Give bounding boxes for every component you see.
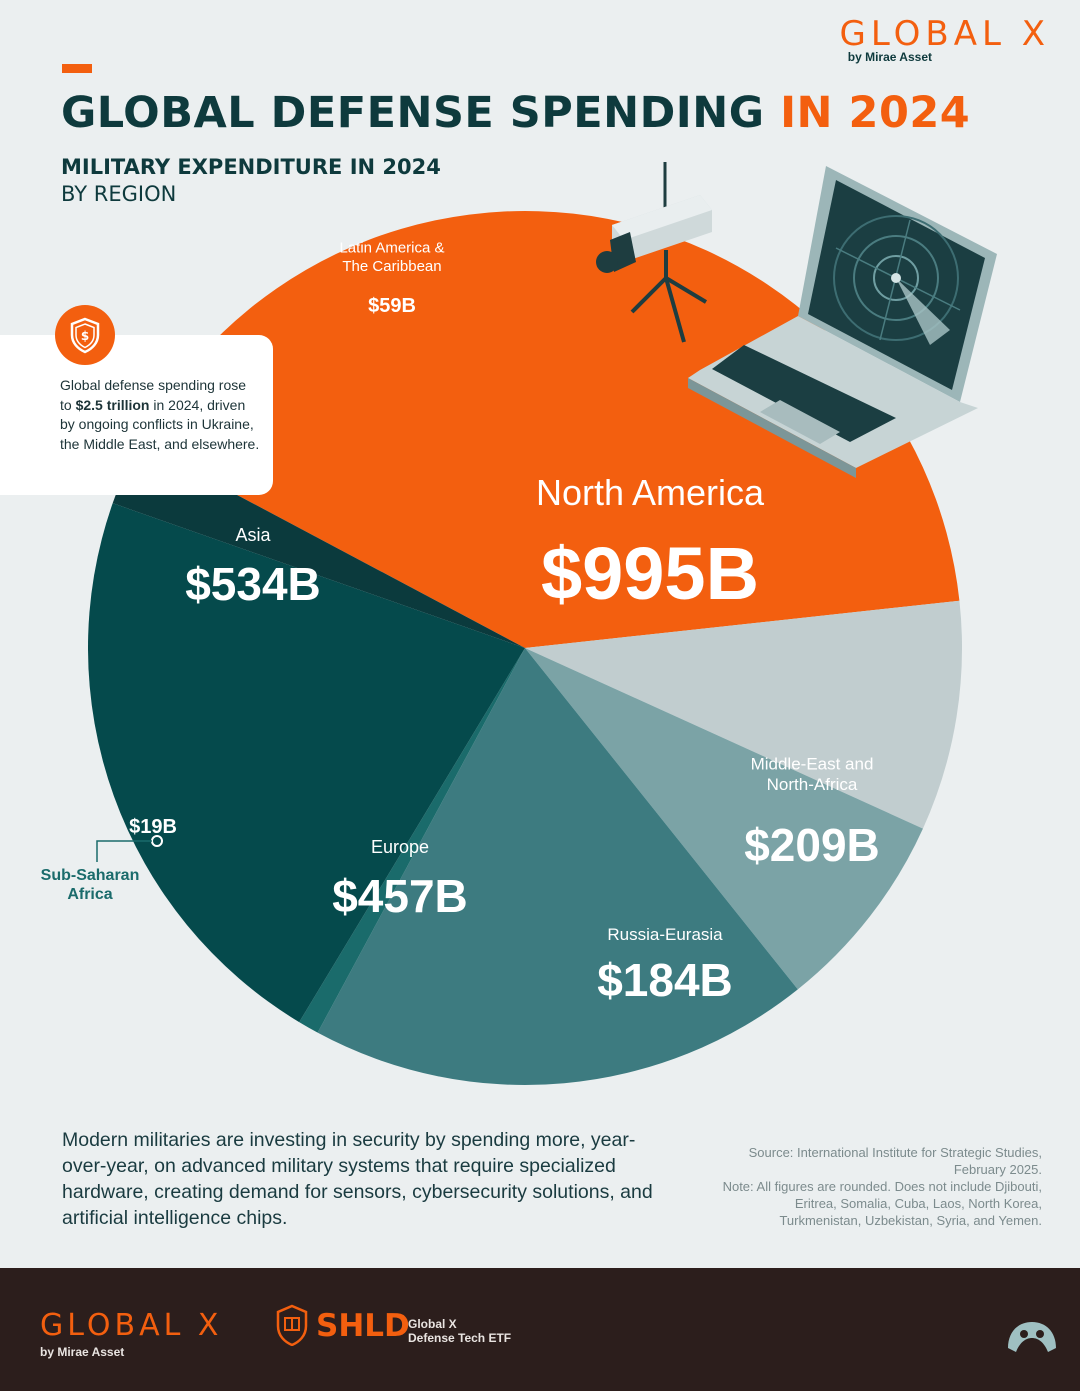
- svg-text:$: $: [81, 329, 89, 343]
- leader-line: [96, 835, 163, 862]
- category-label-middle-east-and-north-africa-0: Middle-East and: [751, 754, 874, 773]
- radar-laptop-icon: [688, 166, 997, 478]
- title-main: GLOBAL DEFENSE SPENDING: [61, 88, 765, 138]
- footer-bar: GLOBAL X by Mirae Asset SHLD Global X De…: [0, 1268, 1080, 1391]
- note-text: Note: All figures are rounded. Does not …: [722, 1179, 1042, 1228]
- etf-ticker: SHLD: [316, 1308, 410, 1344]
- footer-logo-by: by Mirae Asset: [40, 1345, 125, 1359]
- category-label-sub-saharan-africa-0: Sub-Saharan: [41, 867, 140, 884]
- value-label-asia: $534B: [185, 558, 321, 610]
- brand-logo: GLOBAL X by Mirae Asset: [840, 14, 1050, 64]
- pie-slice-europe: [317, 648, 798, 1085]
- footer-logo: GLOBAL X by Mirae Asset: [40, 1308, 222, 1359]
- helmet-shield-icon: [276, 1304, 308, 1346]
- title-highlight: IN 2024: [780, 88, 971, 138]
- value-label-europe: $457B: [332, 870, 468, 922]
- brand-mark-icon: [1008, 1322, 1056, 1352]
- source-note: Source: International Institute for Stra…: [712, 1144, 1042, 1229]
- chart-subtitle-2: BY REGION: [61, 182, 177, 206]
- category-label-middle-east-and-north-africa-1: North-Africa: [767, 775, 858, 794]
- pie-slice-russia-eurasia: [525, 648, 923, 990]
- value-label-latin-america-the-caribbean: $59B: [368, 295, 416, 317]
- logo-word: GLOBAL X: [839, 14, 1050, 54]
- value-label-middle-east-and-north-africa: $209B: [744, 819, 880, 871]
- insight-callout: Global defense spending rose to $2.5 tri…: [0, 335, 273, 495]
- title-accent-bar: [62, 64, 92, 73]
- pie-slice-middle-east-and-north-africa: [525, 600, 962, 829]
- category-label-north-america-0: North America: [536, 472, 765, 513]
- value-label-russia-eurasia: $184B: [597, 954, 733, 1006]
- category-label-latin-america-the-caribbean-0: Latin America &: [339, 240, 444, 257]
- category-label-russia-eurasia-0: Russia-Eurasia: [607, 925, 723, 944]
- security-camera-icon: [596, 162, 712, 343]
- value-label-sub-saharan-africa: $19B: [129, 816, 177, 838]
- category-label-sub-saharan-africa-1: Africa: [67, 886, 112, 903]
- logo-by: by Mirae Asset: [847, 50, 932, 64]
- shield-dollar-icon: $: [55, 305, 115, 365]
- footnote-text: Modern militaries are investing in secur…: [62, 1129, 653, 1229]
- pie-slice-asia: [87, 503, 525, 1023]
- source-text: Source: International Institute for Stra…: [748, 1145, 1042, 1177]
- callout-text: Global defense spending rose to $2.5 tri…: [60, 377, 260, 452]
- category-label-europe-0: Europe: [371, 837, 429, 857]
- category-label-asia-0: Asia: [235, 525, 271, 545]
- category-label-latin-america-the-caribbean-1: The Caribbean: [342, 258, 441, 275]
- page-title: GLOBAL DEFENSE SPENDING IN 2024: [61, 88, 970, 138]
- footer-logo-word: GLOBAL X: [40, 1308, 223, 1343]
- value-label-north-america: $995B: [541, 532, 759, 615]
- etf-name: Global X Defense Tech ETF: [408, 1317, 512, 1345]
- pie-slice-sub-saharan-africa: [299, 648, 525, 1033]
- pie-slice-north-america: [139, 211, 960, 648]
- chart-subtitle: MILITARY EXPENDITURE IN 2024: [61, 155, 441, 179]
